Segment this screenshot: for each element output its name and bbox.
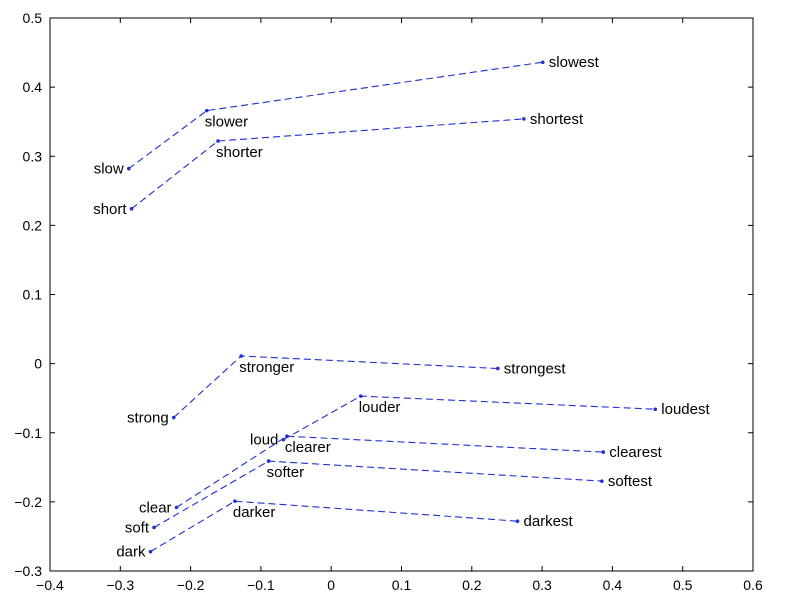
word-label: shortest xyxy=(530,111,584,128)
y-tick-label: −0.1 xyxy=(14,425,42,441)
x-tick-label: 0.2 xyxy=(462,577,482,593)
x-tick-label: 0.6 xyxy=(743,577,763,593)
y-tick-label: 0 xyxy=(34,356,42,372)
word-label: short xyxy=(93,201,127,218)
data-point xyxy=(522,117,526,121)
data-point xyxy=(601,450,606,454)
word-label: slow xyxy=(94,161,124,178)
word-label: loudest xyxy=(661,401,710,418)
data-point xyxy=(129,206,134,211)
data-point xyxy=(285,434,289,439)
x-tick-label: 0.5 xyxy=(673,577,693,593)
data-point xyxy=(239,354,244,358)
data-point xyxy=(266,459,271,463)
word-label: darkest xyxy=(523,513,573,530)
y-tick-label: 0.5 xyxy=(23,10,43,26)
x-tick-label: 0.1 xyxy=(392,577,412,593)
y-tick-label: −0.2 xyxy=(14,494,42,510)
word-label: strong xyxy=(127,410,169,427)
word-label: slowest xyxy=(549,54,600,71)
y-tick-label: 0.2 xyxy=(23,217,43,233)
word-label-layer: slow slower slowest short shorter shortest str… xyxy=(93,54,710,560)
x-tick-label: 0.4 xyxy=(603,577,623,593)
data-point xyxy=(233,499,237,503)
x-tick-label: 0.3 xyxy=(532,577,552,593)
data-point xyxy=(358,394,363,398)
word-label: dark xyxy=(116,544,146,561)
x-tick-label: −0.2 xyxy=(177,577,205,593)
word-label: loud xyxy=(250,432,278,449)
data-point xyxy=(653,407,658,412)
y-tick-label: 0.1 xyxy=(23,287,43,303)
word-label: softer xyxy=(267,464,305,481)
y-tick-label: 0.3 xyxy=(23,148,43,164)
word-label: slower xyxy=(205,114,248,131)
x-tick-label: −0.1 xyxy=(247,577,275,593)
word-label: strongest xyxy=(504,360,567,377)
series-line xyxy=(150,500,518,553)
word-label: darker xyxy=(233,504,276,521)
series-line xyxy=(176,435,604,508)
x-tick-label: 0 xyxy=(327,577,335,593)
y-tick-label: 0.4 xyxy=(23,79,43,95)
data-point xyxy=(281,437,286,442)
x-tick-label: −0.3 xyxy=(106,577,134,593)
series-line xyxy=(128,61,543,170)
series-line xyxy=(131,118,524,210)
word-label: shorter xyxy=(216,144,263,161)
data-point xyxy=(496,366,500,371)
word-label: clear xyxy=(139,499,172,516)
data-point xyxy=(152,525,156,530)
data-point xyxy=(541,60,545,65)
data-point xyxy=(174,505,179,510)
x-axis-ticks: −0.4 −0.3 −0.2 −0.1 0 0.1 0.2 0.3 0.4 0.5 0.6 xyxy=(36,18,763,593)
word-label: stronger xyxy=(239,359,294,376)
data-point xyxy=(204,108,209,113)
y-tick-label: −0.3 xyxy=(14,563,42,579)
data-point xyxy=(515,519,520,524)
word-label: louder xyxy=(359,399,401,416)
data-point xyxy=(216,139,220,143)
data-point xyxy=(600,479,604,483)
word-label: clearest xyxy=(609,444,662,461)
point-layer xyxy=(126,60,658,554)
data-point xyxy=(148,549,153,554)
word-label: soft xyxy=(125,519,150,536)
data-point xyxy=(126,166,131,171)
word-label: clearer xyxy=(285,439,331,456)
y-axis-ticks: −0.3 −0.2 −0.1 0 0.1 0.2 0.3 0.4 0.5 xyxy=(14,10,753,579)
x-tick-label: −0.4 xyxy=(36,577,64,593)
word-label: softest xyxy=(608,473,653,490)
data-point xyxy=(171,415,176,420)
